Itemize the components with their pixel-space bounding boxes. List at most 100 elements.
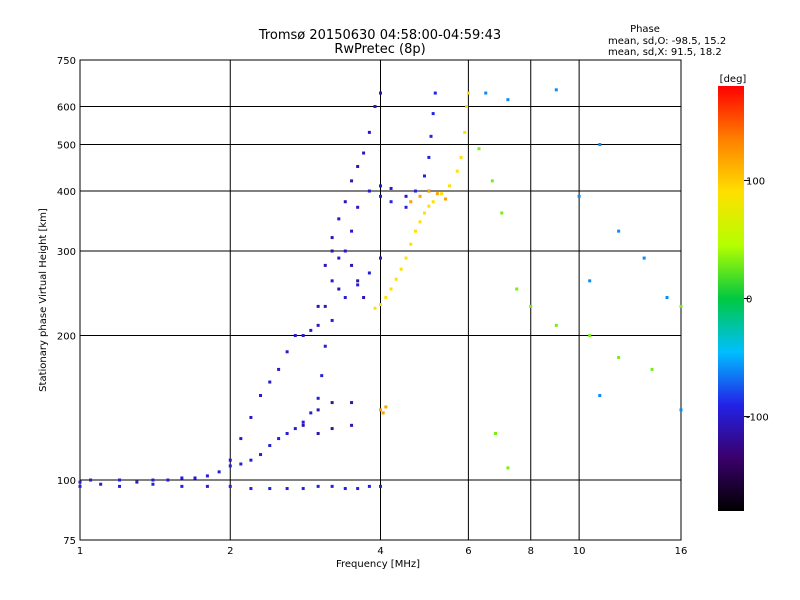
- data-point: [316, 304, 320, 308]
- data-point: [463, 130, 467, 134]
- data-point: [506, 466, 510, 470]
- data-point: [490, 179, 494, 183]
- data-point: [404, 205, 408, 209]
- y-tick-label: 200: [57, 332, 76, 343]
- data-point: [228, 458, 232, 462]
- data-point: [330, 279, 334, 283]
- data-point: [285, 350, 289, 354]
- data-point: [515, 287, 519, 291]
- data-point: [330, 318, 334, 322]
- data-point: [433, 91, 437, 95]
- data-point: [588, 279, 592, 283]
- colorbar-label: [deg]: [720, 74, 747, 85]
- x-tick-label: 6: [465, 546, 471, 557]
- x-axis: 1 2 4 6 8 10 16: [77, 546, 688, 557]
- data-point: [193, 476, 197, 480]
- phase-o-stats: mean, sd,O: -98.5, 15.2: [608, 36, 726, 47]
- data-point: [301, 334, 305, 338]
- data-point: [554, 323, 558, 327]
- data-point: [617, 355, 621, 359]
- data-point: [367, 189, 371, 193]
- data-point: [379, 256, 382, 260]
- y-tick-label: 400: [57, 187, 76, 198]
- data-point: [301, 420, 305, 424]
- x-tick-label: 4: [377, 546, 383, 557]
- data-point: [78, 480, 82, 484]
- data-point: [373, 105, 377, 109]
- data-point: [394, 277, 398, 281]
- data-point: [413, 189, 417, 193]
- data-point: [484, 91, 488, 95]
- x-tick-label: 1: [77, 546, 83, 557]
- data-point: [379, 303, 382, 307]
- data-point: [316, 408, 320, 412]
- data-point: [506, 98, 510, 102]
- chart-title: Tromsø 20150630 04:58:00-04:59:43: [258, 28, 501, 43]
- data-point: [422, 211, 426, 215]
- data-point: [228, 464, 232, 468]
- data-point: [427, 204, 431, 208]
- data-point: [431, 112, 435, 116]
- data-point: [373, 306, 377, 310]
- data-point: [418, 194, 422, 198]
- data-point: [249, 458, 253, 462]
- data-point: [422, 174, 426, 178]
- data-point: [309, 411, 313, 415]
- data-point: [389, 186, 393, 190]
- y-tick-label: 75: [63, 536, 76, 547]
- data-point: [379, 408, 382, 412]
- data-point: [309, 328, 313, 332]
- data-point: [180, 476, 184, 480]
- data-point: [404, 194, 408, 198]
- data-point: [135, 480, 139, 484]
- data-point: [239, 437, 243, 441]
- data-point: [316, 323, 320, 327]
- data-point: [455, 169, 459, 173]
- data-point: [343, 487, 347, 491]
- data-point: [367, 484, 371, 488]
- data-point: [217, 470, 221, 474]
- data-point: [323, 263, 327, 267]
- data-point: [356, 487, 360, 491]
- x-tick-label: 2: [227, 546, 233, 557]
- data-point: [259, 453, 263, 457]
- data-point: [89, 478, 93, 482]
- data-point: [330, 249, 334, 253]
- data-point: [316, 484, 320, 488]
- data-point: [337, 256, 341, 260]
- y-tick-label: 600: [57, 103, 76, 114]
- data-point: [384, 405, 388, 409]
- y-axis-label: Stationary phase Virtual Height [km]: [38, 208, 49, 392]
- data-point: [379, 194, 382, 198]
- data-point: [427, 189, 431, 193]
- data-point: [642, 256, 646, 260]
- data-point: [435, 192, 439, 196]
- data-point: [356, 283, 360, 287]
- data-point: [404, 256, 408, 260]
- data-point: [413, 229, 417, 233]
- data-point: [277, 367, 281, 371]
- data-point: [330, 401, 334, 405]
- data-point: [118, 484, 122, 488]
- x-tick-label: 10: [573, 546, 586, 557]
- data-point: [379, 484, 382, 488]
- data-point: [477, 147, 481, 151]
- data-point: [293, 334, 297, 338]
- x-tick-label: 8: [528, 546, 534, 557]
- data-point: [459, 155, 463, 159]
- data-point: [301, 487, 305, 491]
- data-point: [617, 229, 621, 233]
- data-point: [239, 462, 243, 466]
- data-point: [650, 367, 654, 371]
- y-tick-label: 300: [57, 247, 76, 258]
- data-point: [228, 484, 232, 488]
- data-point: [330, 236, 334, 240]
- data-point: [350, 179, 354, 183]
- colorbar-tick-label: 0: [746, 295, 752, 306]
- data-point: [356, 279, 360, 283]
- data-point: [529, 304, 533, 308]
- y-axis: 75 100 200 300 400 500 600 750: [57, 56, 76, 547]
- data-point: [444, 197, 448, 201]
- data-point: [356, 205, 360, 209]
- data-point: [205, 474, 209, 478]
